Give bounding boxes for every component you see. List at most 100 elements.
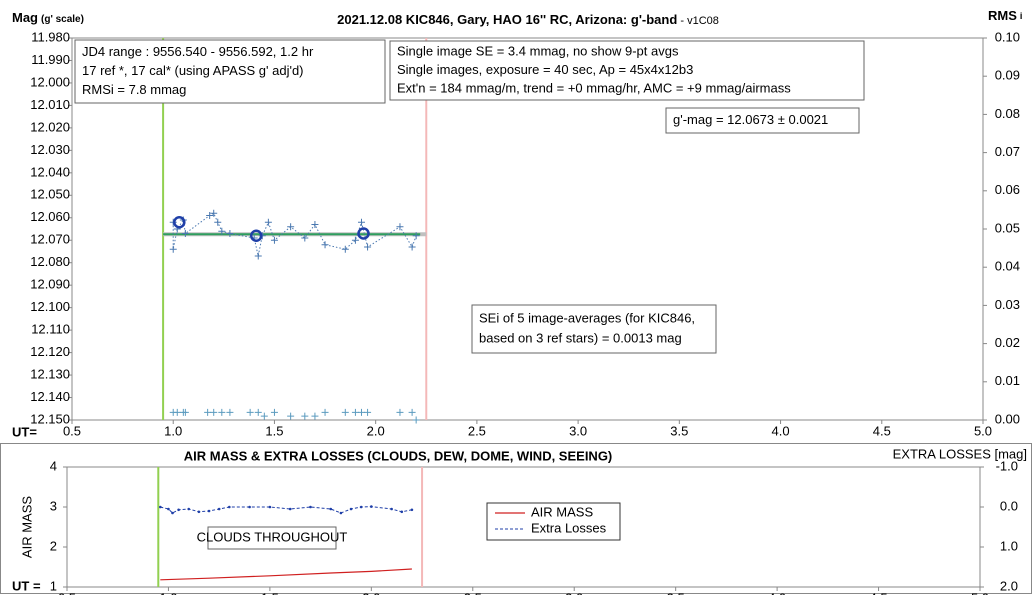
y2-tick-label: 0.00	[995, 411, 1020, 426]
legend-box	[486, 502, 621, 541]
x-tick-label: 2.5	[468, 423, 486, 438]
y-tick-label: 12.140	[30, 389, 70, 404]
data-point	[396, 223, 404, 231]
data-point	[288, 507, 292, 511]
data-point	[169, 245, 177, 253]
annotation-text: JD4 range : 9556.540 - 9556.592, 1.2 hr	[82, 44, 314, 59]
x-tick-label: 4.5	[870, 590, 888, 595]
y-tick-label: 1	[50, 578, 57, 593]
y2-tick-label: 0.10	[995, 29, 1020, 44]
y-label-note: (g' scale)	[41, 14, 84, 25]
data-point	[341, 408, 349, 416]
data-point	[301, 412, 309, 420]
series-line	[160, 568, 412, 581]
data-point	[187, 507, 191, 511]
data-point	[217, 507, 221, 511]
average-point	[249, 229, 263, 242]
data-point	[301, 234, 309, 242]
y-tick-label: 12.100	[30, 299, 70, 314]
data-point	[408, 243, 416, 251]
y-tick-label: 12.060	[30, 209, 70, 224]
data-point	[204, 408, 212, 416]
annotation-box	[207, 526, 337, 550]
data-point	[246, 408, 254, 416]
y2-tick-label: 0.07	[995, 144, 1020, 159]
x-tick-label: 5.0	[971, 590, 989, 595]
y2-label-note: i	[1020, 11, 1023, 21]
data-point	[357, 408, 365, 416]
y-tick-label: 11.990	[31, 52, 70, 67]
x-tick-label: 0.5	[58, 590, 76, 595]
data-point	[390, 507, 393, 511]
data-point	[311, 221, 319, 229]
y-tick-label: 2	[50, 538, 57, 553]
data-point	[226, 408, 234, 416]
data-point	[197, 510, 201, 514]
data-point	[410, 508, 414, 512]
y-tick-label: 12.090	[30, 277, 70, 292]
x-tick-label: 3.5	[670, 423, 688, 438]
data-point	[264, 218, 272, 226]
data-point	[412, 232, 420, 240]
y-tick-label: 12.000	[30, 74, 70, 89]
data-point	[218, 408, 226, 416]
annotation-text: Single image SE = 3.4 mmag, no show 9-pt…	[397, 43, 679, 58]
data-point	[359, 505, 363, 509]
legend-label: AIR MASS	[531, 504, 593, 519]
x-tick-label: 1.5	[261, 590, 279, 595]
data-point	[412, 416, 420, 424]
y2-tick-label: -1.0	[996, 458, 1018, 473]
data-point	[364, 243, 372, 251]
data-point	[218, 227, 226, 235]
data-point	[210, 408, 218, 416]
data-point	[254, 408, 262, 416]
annotation-box	[471, 304, 717, 354]
y2-tick-label: 2.0	[1000, 578, 1018, 593]
y-axis-label: Mag (g' scale)	[12, 10, 84, 25]
data-point	[254, 252, 262, 260]
y-tick-label: 12.080	[30, 254, 70, 269]
x-tick-label: 0.5	[63, 423, 81, 438]
y2-axis-label: RMS i	[988, 8, 1022, 23]
data-point	[287, 412, 295, 420]
x-tick-label: 3.5	[667, 590, 685, 595]
y2-tick-label: 1.0	[1000, 538, 1018, 553]
y-tick-label: 12.070	[30, 232, 70, 247]
x-tick-label: 2.5	[464, 590, 482, 595]
y2-tick-label: 0.04	[995, 259, 1020, 274]
data-point	[349, 507, 353, 511]
data-point	[214, 218, 222, 226]
lower-panel-frame	[0, 443, 1032, 594]
data-point	[370, 505, 373, 508]
y-tick-label: 12.130	[30, 366, 70, 381]
y-tick-label: 12.020	[30, 119, 70, 134]
x-tick-label: 4.0	[772, 423, 790, 438]
data-point	[248, 505, 251, 509]
title-text: 2021.12.08 KIC846, Gary, HAO 16'' RC, Ar…	[337, 12, 677, 27]
y-tick-label: 4	[50, 458, 57, 473]
data-point	[159, 505, 162, 509]
y-label-main: Mag	[12, 10, 38, 25]
x-axis-label: UT =	[12, 578, 41, 593]
y2-tick-label: 0.08	[995, 106, 1020, 121]
plot-area	[66, 466, 981, 588]
x-tick-label: 3.0	[569, 423, 587, 438]
y-tick-label: 12.030	[30, 142, 70, 157]
annotation-text: Single images, exposure = 40 sec, Ap = 4…	[397, 62, 693, 77]
x-tick-label: 3.0	[565, 590, 583, 595]
data-point	[351, 408, 359, 416]
x-tick-label: 5.0	[974, 423, 992, 438]
annotation-text: based on 3 ref stars) = 0.0013 mag	[479, 330, 682, 345]
data-point	[181, 229, 189, 237]
y2-label-main: RMS	[988, 8, 1017, 23]
x-tick-label: 1.0	[159, 590, 177, 595]
data-point	[181, 408, 189, 416]
data-point	[351, 236, 359, 244]
data-point	[364, 408, 372, 416]
legend-label: Extra Losses	[531, 520, 607, 535]
y2-tick-label: 0.02	[995, 335, 1020, 350]
data-point	[167, 507, 170, 511]
series-line	[172, 212, 417, 257]
y-tick-label: 12.110	[31, 322, 70, 337]
